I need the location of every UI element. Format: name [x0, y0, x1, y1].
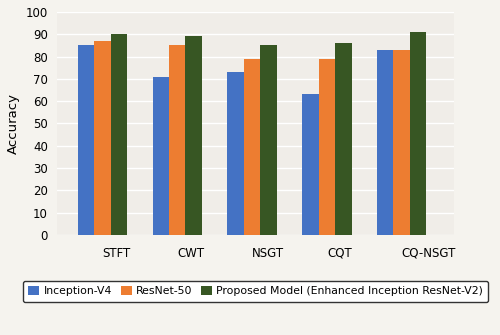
- Bar: [228, 72, 244, 235]
- Bar: [110, 34, 127, 235]
- Legend: Inception-V4, ResNet-50, Proposed Model (Enhanced Inception ResNet-V2): Inception-V4, ResNet-50, Proposed Model …: [23, 281, 488, 302]
- Bar: [260, 46, 276, 235]
- Bar: [377, 50, 394, 235]
- Y-axis label: Accuracy: Accuracy: [7, 93, 20, 154]
- Bar: [186, 37, 202, 235]
- Bar: [394, 50, 410, 235]
- Bar: [169, 46, 186, 235]
- Bar: [318, 59, 335, 235]
- Bar: [302, 94, 318, 235]
- Bar: [78, 46, 94, 235]
- Bar: [94, 41, 110, 235]
- Bar: [244, 59, 260, 235]
- Bar: [152, 77, 169, 235]
- Bar: [410, 32, 426, 235]
- Bar: [335, 43, 351, 235]
